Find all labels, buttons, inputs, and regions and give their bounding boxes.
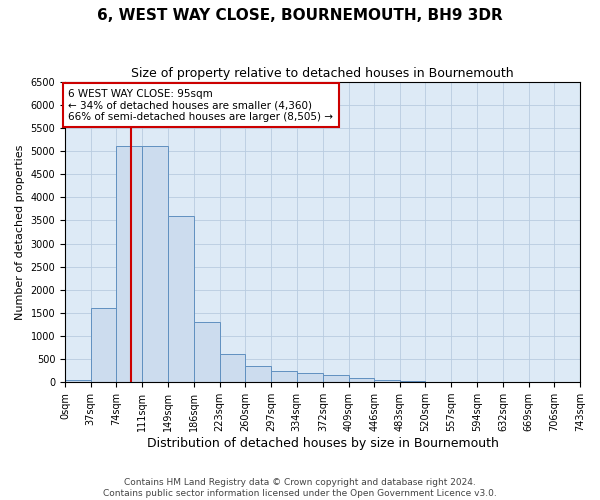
Bar — [91, 308, 116, 382]
Bar — [142, 146, 168, 382]
Y-axis label: Number of detached properties: Number of detached properties — [15, 144, 25, 320]
Bar — [271, 370, 296, 382]
Bar — [220, 354, 245, 382]
Text: 6 WEST WAY CLOSE: 95sqm
← 34% of detached houses are smaller (4,360)
66% of semi: 6 WEST WAY CLOSE: 95sqm ← 34% of detache… — [68, 88, 334, 122]
Bar — [374, 380, 400, 382]
Bar — [349, 378, 374, 382]
X-axis label: Distribution of detached houses by size in Bournemouth: Distribution of detached houses by size … — [146, 437, 499, 450]
Bar — [65, 380, 91, 382]
Bar — [168, 216, 194, 382]
Bar — [323, 376, 349, 382]
Title: Size of property relative to detached houses in Bournemouth: Size of property relative to detached ho… — [131, 68, 514, 80]
Bar — [194, 322, 220, 382]
Text: 6, WEST WAY CLOSE, BOURNEMOUTH, BH9 3DR: 6, WEST WAY CLOSE, BOURNEMOUTH, BH9 3DR — [97, 8, 503, 22]
Text: Contains HM Land Registry data © Crown copyright and database right 2024.
Contai: Contains HM Land Registry data © Crown c… — [103, 478, 497, 498]
Bar — [116, 146, 142, 382]
Bar — [296, 373, 323, 382]
Bar — [245, 366, 271, 382]
